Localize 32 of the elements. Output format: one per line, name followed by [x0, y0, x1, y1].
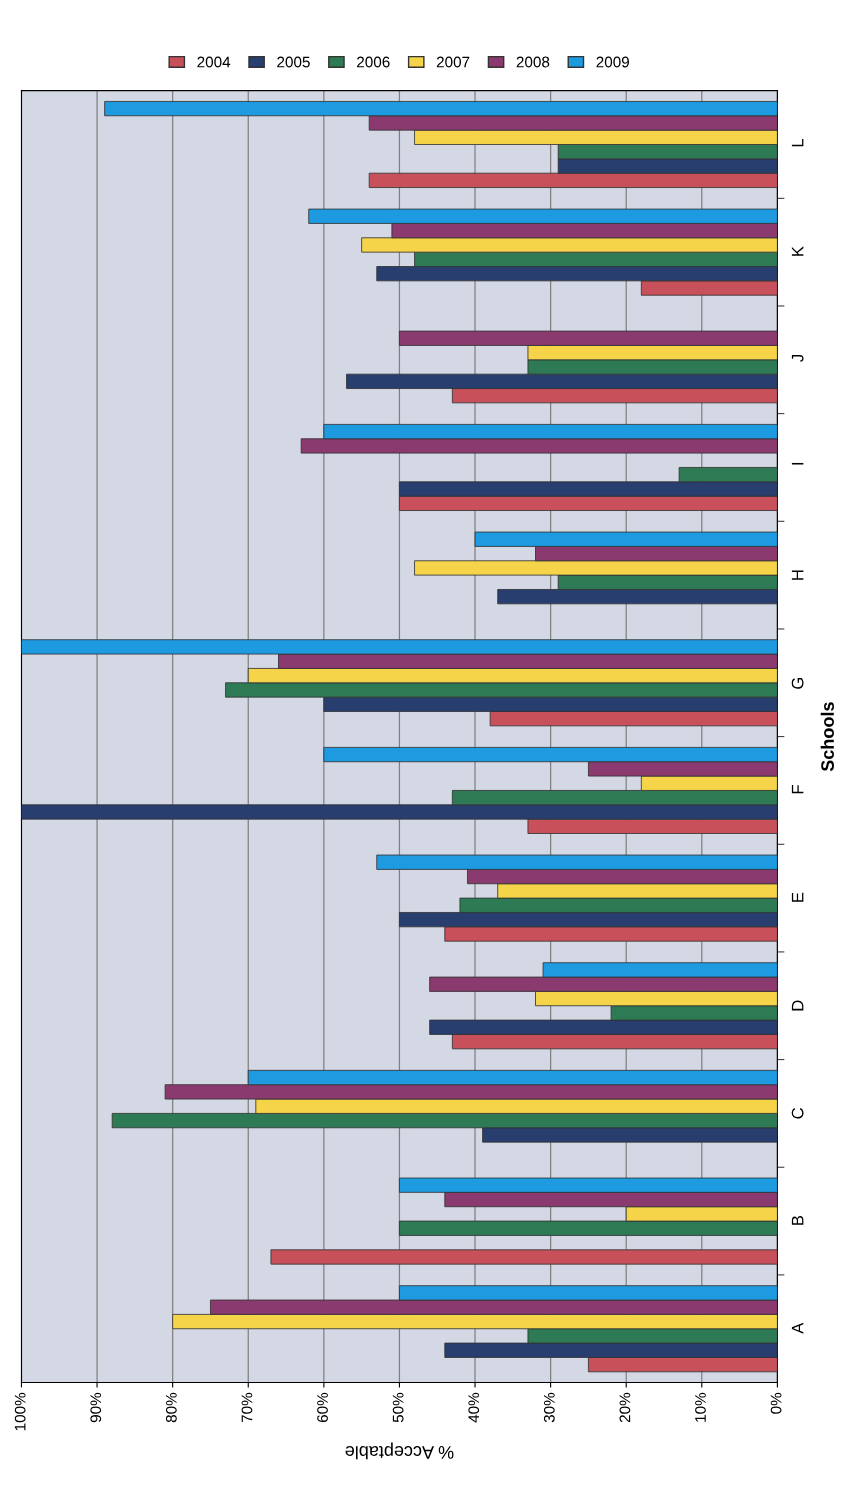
y-tick-label: C [791, 1108, 804, 1119]
legend-label: 2006 [357, 56, 390, 68]
x-tick-label: 80% [165, 1392, 177, 1423]
bar [270, 1249, 778, 1265]
legend-label: 2009 [596, 56, 629, 68]
y-tick-label: F [791, 785, 804, 794]
x-tick-label: 70% [241, 1392, 253, 1423]
x-tick-label: 50% [392, 1392, 404, 1423]
y-tick-label: E [791, 892, 804, 902]
y-tick-label: I [791, 462, 804, 465]
legend-label: 2004 [197, 56, 231, 68]
y-tick-label: H [791, 570, 804, 580]
x-tick-label: 90% [90, 1392, 102, 1423]
y-tick-label: B [791, 1215, 804, 1225]
x-tick-label: 10% [695, 1392, 706, 1422]
x-tick-label: 60% [317, 1392, 328, 1423]
y-tick-label: G [791, 677, 804, 689]
x-axis-title: % Acceptable [345, 1442, 454, 1460]
x-tick-label: 40% [468, 1392, 480, 1423]
legend-label: 2008 [516, 56, 550, 68]
x-tick-label: 100% [14, 1392, 26, 1431]
x-tick-label: 30% [543, 1392, 555, 1423]
x-tick-label: 0% [770, 1392, 782, 1414]
y-tick-label: D [791, 1000, 804, 1011]
y-tick-label: J [791, 355, 804, 362]
legend-label: 2007 [436, 56, 470, 68]
y-axis-title: Schools [820, 702, 834, 772]
x-tick-label: 20% [619, 1392, 631, 1423]
legend-label: 2005 [277, 56, 310, 68]
y-tick-label: L [791, 139, 804, 147]
y-tick-label: A [791, 1322, 804, 1334]
y-tick-label: K [791, 246, 804, 256]
